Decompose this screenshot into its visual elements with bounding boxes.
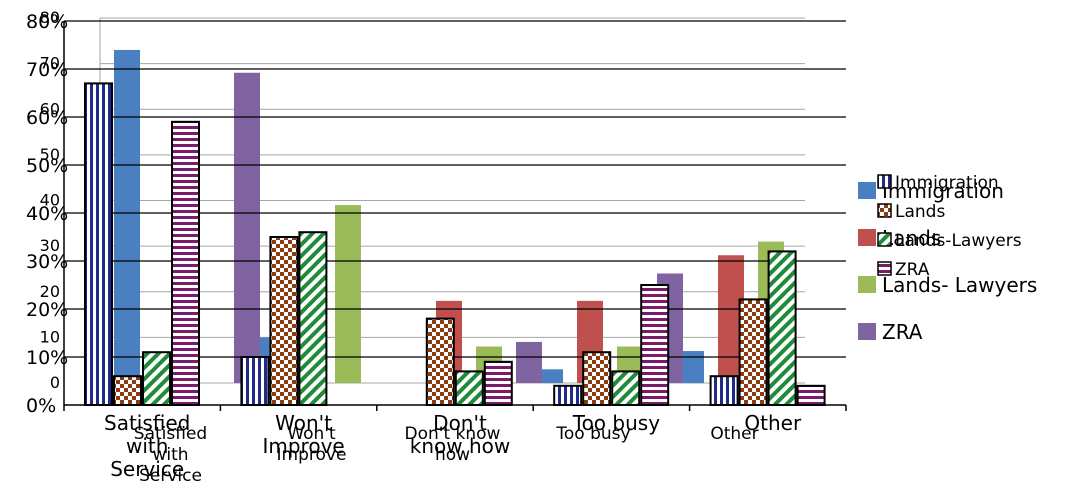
front-bar (796, 384, 826, 406)
front-bar (767, 250, 797, 406)
back-bar (335, 205, 361, 383)
front-bar (582, 351, 612, 407)
back-bar (234, 72, 260, 383)
front-legend-label: Lands (895, 202, 945, 222)
front-bar (269, 236, 299, 406)
front-legend-swatch (877, 203, 892, 218)
back-y-tick-label: 70 (40, 54, 60, 73)
back-x-tick-label: Won't (287, 424, 336, 444)
front-x-tick-label: Don't (433, 411, 487, 435)
front-bar (738, 298, 768, 406)
back-y-tick-label: 0 (50, 373, 60, 392)
back-legend-swatch (858, 182, 876, 199)
back-x-tick-label: Other (710, 424, 758, 444)
back-x-tick-label: Service (139, 466, 202, 486)
front-legend-label: Immigration (895, 173, 999, 193)
front-x-tick-label: Satisfied (104, 411, 190, 435)
front-legend-swatch (877, 261, 892, 276)
back-legend-label: ZRA (882, 320, 923, 344)
front-bar (171, 120, 200, 407)
front-x-tick-label: with (126, 434, 168, 458)
front-x-tick-label: Improve (262, 434, 344, 458)
front-bar (640, 284, 670, 406)
front-y-tick-label: 10% (26, 347, 68, 369)
back-x-tick-label: with (152, 445, 188, 465)
front-legend-swatch (877, 232, 892, 247)
back-y-tick-label: 60 (40, 99, 60, 118)
back-y-tick-label: 80 (40, 8, 60, 27)
front-x-tick-label: Too busy (572, 411, 660, 435)
front-x-tick-label: Other (744, 411, 802, 435)
back-x-tick-label: Improve (277, 445, 347, 465)
back-y-tick-label: 20 (40, 282, 60, 301)
back-y-tick-label: 50 (40, 145, 60, 164)
front-bar (298, 231, 328, 406)
front-x-tick-label: Service (110, 457, 184, 481)
front-y-tick-label: 30% (26, 251, 68, 273)
back-x-tick-label: how (435, 445, 470, 465)
back-legend-swatch (858, 229, 876, 246)
front-y-tick-label: 50% (26, 155, 68, 177)
back-legend-label: Lands- Lawyers (882, 273, 1037, 297)
back-y-tick-label: 30 (40, 236, 60, 255)
back-y-tick-label: 40 (40, 191, 60, 210)
front-y-tick-label: 0% (26, 395, 56, 417)
back-legend-swatch (858, 323, 876, 340)
front-y-tick-label: 70% (26, 59, 68, 81)
back-bar (537, 369, 563, 383)
front-bar (84, 82, 113, 407)
front-bar (454, 370, 484, 406)
back-legend-swatch (858, 276, 876, 293)
back-y-tick-label: 10 (40, 327, 60, 346)
back-x-tick-label: Satisfied (134, 424, 207, 444)
front-bar (425, 317, 455, 407)
back-x-tick-label: Don't know (405, 424, 501, 444)
front-y-tick-label: 40% (26, 203, 68, 225)
back-bar (516, 341, 542, 383)
front-bar (553, 384, 583, 406)
front-bar (142, 351, 171, 407)
front-legend-label: Lands-Lawyers (895, 231, 1022, 251)
front-x-tick-label: Won't (275, 411, 332, 435)
front-bar (611, 370, 641, 406)
front-x-tick-label: know how (410, 434, 510, 458)
front-legend-swatch (877, 174, 892, 189)
front-y-tick-label: 60% (26, 107, 68, 129)
front-legend-label: ZRA (895, 260, 930, 280)
front-bar (240, 356, 270, 406)
back-bar (114, 49, 140, 383)
front-bar (709, 375, 739, 407)
back-x-tick-label: Too busy (555, 424, 630, 444)
front-y-tick-label: 80% (26, 11, 68, 33)
front-chart: 0%10%20%30%40%50%60%70%80%SatisfiedwithS… (26, 11, 847, 481)
front-bar (113, 375, 142, 407)
back-legend-label: Immigration (882, 179, 1004, 203)
front-bar (483, 360, 513, 406)
back-legend-label: Lands (882, 226, 941, 250)
front-y-tick-label: 20% (26, 299, 68, 321)
